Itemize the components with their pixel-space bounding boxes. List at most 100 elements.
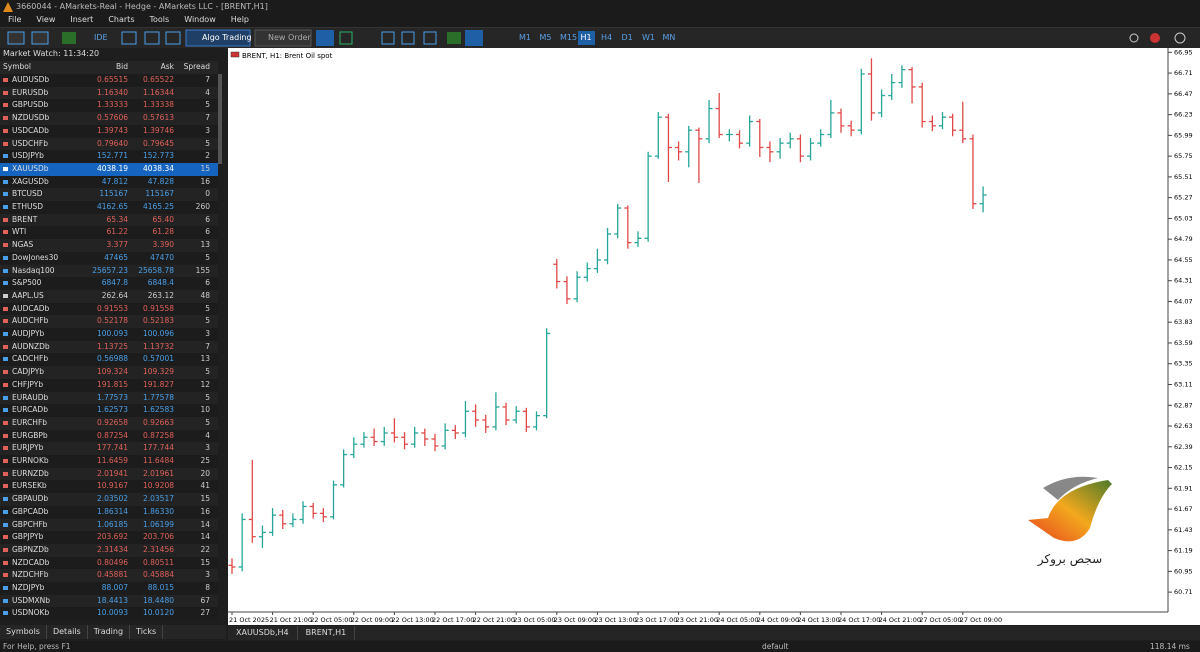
y-tick-label: 61.19: [1174, 547, 1193, 555]
bid: 47.812: [101, 176, 128, 186]
market-watch-row[interactable]: Nasdaq100 25657.23 25658.78 155: [0, 264, 218, 278]
panel-tab[interactable]: Trading: [88, 625, 131, 639]
market-watch-row[interactable]: ETHUSD 4162.65 4165.25 260: [0, 201, 218, 214]
timeframe-button[interactable]: H4: [601, 33, 613, 42]
spread: 5: [205, 303, 210, 313]
market-watch-row[interactable]: XAUUSDb 4038.19 4038.34 15: [0, 162, 218, 176]
trend-icon: [3, 420, 8, 425]
symbol: AUDNZDb: [12, 341, 50, 351]
market-watch-row[interactable]: GBPCHFb 1.06185 1.06199 14: [0, 518, 218, 532]
menu-item[interactable]: File: [8, 15, 22, 24]
market-watch-row[interactable]: GBPCADb 1.86314 1.86330 16: [0, 505, 218, 519]
market-watch-row[interactable]: AUDUSDb 0.65515 0.65522 7: [0, 74, 218, 87]
timeframe-button[interactable]: MN: [662, 33, 676, 42]
market-watch-row[interactable]: USDMXNb 18.4413 18.4480 67: [0, 594, 218, 608]
timeframe-button[interactable]: M1: [519, 33, 531, 42]
market-watch-row[interactable]: EURAUDb 1.77573 1.77578 5: [0, 391, 218, 405]
market-watch-row[interactable]: GBPAUDb 2.03502 2.03517 15: [0, 493, 218, 506]
timeframe-button[interactable]: M5: [539, 33, 552, 42]
market-watch-row[interactable]: GBPUSDb 1.33333 1.33338 5: [0, 99, 218, 113]
market-watch-row[interactable]: USDCHFb 0.79640 0.79645 5: [0, 137, 218, 151]
symbol: EURSEKb: [12, 481, 47, 491]
new-order-button[interactable]: New Order: [268, 33, 311, 42]
chart-tab[interactable]: XAUUSDb,H4: [228, 626, 298, 640]
symbol: WTI: [12, 227, 27, 237]
bid: 1.16340: [96, 87, 128, 97]
market-watch-row[interactable]: XAGUSDb 47.812 47.828 16: [0, 175, 218, 189]
market-watch-row[interactable]: CADCHFb 0.56988 0.57001 13: [0, 353, 218, 367]
market-watch-row[interactable]: NZDJPYb 88.007 88.015 8: [0, 582, 218, 595]
bid: 1.62573: [96, 405, 128, 415]
menu-item[interactable]: Help: [230, 15, 249, 24]
timeframe-button[interactable]: W1: [642, 33, 655, 42]
algo-trading-button[interactable]: Algo Trading: [202, 33, 252, 42]
x-tick-label: 23 Oct 13:00: [594, 616, 636, 624]
trend-icon: [3, 230, 8, 235]
ide-button[interactable]: IDE: [94, 33, 108, 42]
trend-icon: [3, 408, 8, 413]
panel-tab[interactable]: Ticks: [130, 625, 164, 639]
menu-item[interactable]: Charts: [108, 15, 135, 24]
panel-tab[interactable]: Symbols: [0, 625, 47, 639]
market-watch-row[interactable]: NZDUSDb 0.57606 0.57613 7: [0, 112, 218, 125]
spread: 16: [200, 506, 210, 516]
market-watch-row[interactable]: AUDCHFb 0.52178 0.52183 5: [0, 315, 218, 328]
market-watch-row[interactable]: EURGBPb 0.87254 0.87258 4: [0, 429, 218, 443]
chart-tab[interactable]: BRENT,H1: [298, 626, 356, 640]
symbol: CHFJPYb: [12, 379, 44, 389]
x-tick-label: 22 Oct 21:00: [473, 616, 515, 624]
trend-icon: [3, 522, 8, 527]
market-watch-row[interactable]: CADJPYb 109.324 109.329 5: [0, 366, 218, 379]
timeframe-button[interactable]: H1: [577, 31, 595, 45]
spread: 25: [200, 456, 210, 465]
market-watch-row[interactable]: EURJPYb 177.741 177.744 3: [0, 442, 218, 455]
ask: 203.706: [142, 532, 174, 542]
spread: 5: [205, 367, 210, 377]
y-tick-label: 63.83: [1174, 318, 1193, 326]
market-watch-row[interactable]: BTCUSD 115167 115167 0: [0, 188, 218, 201]
market-watch-row[interactable]: S&P500 6847.8 6848.4 6: [0, 277, 218, 290]
market-watch-row[interactable]: USDNOKb 10.0093 10.0120 27: [0, 607, 218, 621]
bid: 262.64: [101, 290, 128, 300]
market-watch-row[interactable]: EURCHFb 0.92658 0.92663 5: [0, 416, 218, 430]
symbol: NZDJPYb: [12, 583, 45, 592]
market-watch-row[interactable]: CHFJPYb 191.815 191.827 12: [0, 378, 218, 392]
market-watch-row[interactable]: NGAS 3.377 3.390 13: [0, 239, 218, 252]
menu-item[interactable]: Tools: [149, 15, 170, 24]
menu-item[interactable]: View: [36, 15, 56, 24]
market-watch-row[interactable]: AUDCADb 0.91553 0.91558 5: [0, 302, 218, 316]
market-watch-row[interactable]: EURCADb 1.62573 1.62583 10: [0, 404, 218, 417]
menu-item[interactable]: Window: [184, 15, 216, 24]
ask: 1.16344: [142, 87, 174, 97]
market-watch-title: Market Watch: 11:34:20: [3, 49, 100, 58]
market-watch-row[interactable]: EURNOKb 11.6459 11.6484 25: [0, 455, 218, 468]
menu-item[interactable]: Insert: [70, 15, 94, 24]
market-watch-row[interactable]: EURSEKb 10.9167 10.9208 41: [0, 480, 218, 494]
market-watch-row[interactable]: AUDJPYb 100.093 100.096 3: [0, 328, 218, 341]
market-watch-row[interactable]: BRENT 65.34 65.40 6: [0, 213, 218, 227]
bid: 47465: [104, 252, 128, 262]
timeframe-button[interactable]: D1: [621, 33, 633, 42]
bid: 177.741: [96, 443, 128, 453]
market-watch-row[interactable]: GBPJPYb 203.692 203.706 14: [0, 531, 218, 544]
timeframe-button[interactable]: M15: [560, 33, 578, 42]
market-watch-row[interactable]: AAPL.US 262.64 263.12 48: [0, 289, 218, 303]
ask: 0.80511: [142, 557, 174, 567]
title-bar: 3660044 - AMarkets-Real - Hedge - AMarke…: [0, 0, 1200, 13]
trend-icon: [3, 293, 8, 298]
market-watch-row[interactable]: GBPNZDb 2.31434 2.31456 22: [0, 543, 218, 557]
panel-tab[interactable]: Details: [47, 625, 88, 639]
y-tick-label: 65.03: [1174, 214, 1193, 222]
market-watch-row[interactable]: EURUSDb 1.16340 1.16344 4: [0, 86, 218, 100]
market-watch-row[interactable]: USDCADb 1.39743 1.39746 3: [0, 124, 218, 138]
market-watch-row[interactable]: DowJones30 47465 47470 5: [0, 251, 218, 265]
market-watch-row[interactable]: NZDCADb 0.80496 0.80511 15: [0, 556, 218, 570]
market-watch-row[interactable]: NZDCHFb 0.45881 0.45884 3: [0, 569, 218, 582]
market-watch-row[interactable]: WTI 61.22 61.28 6: [0, 226, 218, 240]
market-watch-row[interactable]: USDJPYb 152.771 152.773 2: [0, 150, 218, 163]
market-watch-header: Symbol Bid Ask Spread: [0, 61, 218, 74]
symbol: BTCUSD: [12, 189, 43, 199]
market-watch-tabs: Symbols Details Trading Ticks: [0, 625, 226, 639]
market-watch-row[interactable]: AUDNZDb 1.13725 1.13732 7: [0, 340, 218, 354]
market-watch-row[interactable]: EURNZDb 2.01941 2.01961 20: [0, 467, 218, 481]
